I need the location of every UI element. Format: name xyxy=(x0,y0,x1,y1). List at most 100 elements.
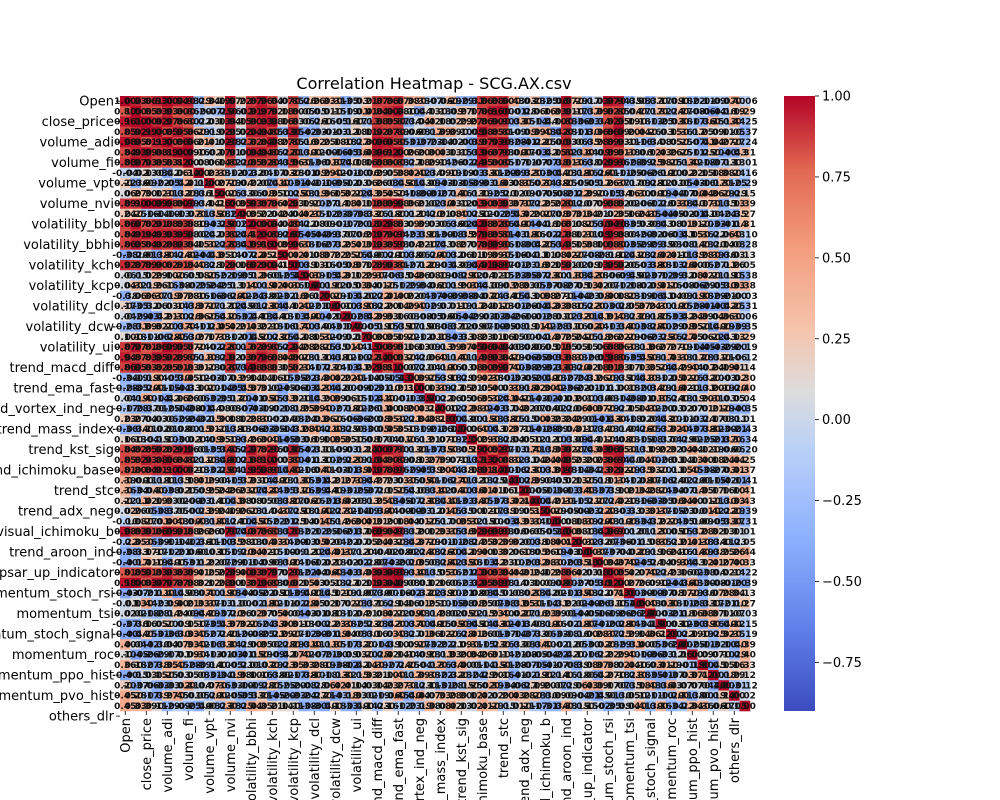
heatmap-cell xyxy=(624,106,635,117)
heatmap-cell xyxy=(592,106,604,117)
heatmap-cell xyxy=(477,116,488,128)
heatmap-cell xyxy=(592,126,604,138)
heatmap-cell xyxy=(130,116,142,128)
cell-annotation: -0.16 xyxy=(732,169,758,179)
heatmap-cell xyxy=(235,106,247,117)
heatmap-cell xyxy=(372,116,383,128)
heatmap-cell xyxy=(498,106,509,117)
heatmap-cell xyxy=(382,106,394,117)
heatmap-cell xyxy=(456,126,467,138)
heatmap-cell xyxy=(393,96,404,107)
heatmap-cell xyxy=(645,126,656,138)
heatmap-cell xyxy=(487,116,499,128)
heatmap-cell xyxy=(340,116,352,128)
heatmap-cell xyxy=(739,116,751,128)
heatmap-cell xyxy=(225,106,236,117)
heatmap-cell xyxy=(655,116,667,128)
heatmap-cell xyxy=(708,126,719,138)
heatmap-cell xyxy=(319,96,331,107)
heatmap-cell xyxy=(151,106,163,117)
heatmap-cell xyxy=(403,106,415,117)
heatmap-cell xyxy=(340,126,352,138)
heatmap-cell xyxy=(508,106,520,117)
cell-annotation: -0.28 xyxy=(732,241,758,251)
heatmap-cell xyxy=(246,126,257,138)
heatmap-cell xyxy=(666,126,677,138)
heatmap-cell xyxy=(582,126,593,138)
heatmap-cell xyxy=(498,96,509,107)
heatmap-cell xyxy=(466,106,478,117)
heatmap-cell xyxy=(256,116,268,128)
heatmap-cell xyxy=(550,96,562,107)
heatmap-cell xyxy=(582,106,593,117)
heatmap-cell xyxy=(277,116,289,128)
heatmap-cell xyxy=(739,106,751,117)
heatmap-cell xyxy=(267,126,278,138)
heatmap-cell xyxy=(351,106,362,117)
cell-annotation: 0.29 xyxy=(734,107,756,117)
heatmap-cell xyxy=(382,116,394,128)
heatmap-cell xyxy=(529,96,541,107)
heatmap-cell xyxy=(561,126,572,138)
heatmap-cell xyxy=(130,96,142,107)
heatmap-cell xyxy=(519,116,530,128)
heatmap-cell xyxy=(613,116,625,128)
heatmap-cell xyxy=(624,116,635,128)
heatmap-cell xyxy=(687,126,698,138)
heatmap-cell xyxy=(676,116,688,128)
heatmap-cell xyxy=(445,116,457,128)
heatmap-cell xyxy=(540,116,551,128)
heatmap-cell xyxy=(550,106,562,117)
heatmap-cell xyxy=(330,106,341,117)
heatmap-cell xyxy=(246,116,257,128)
heatmap-cell xyxy=(298,96,310,107)
heatmap-cell xyxy=(414,96,425,107)
heatmap-cell xyxy=(151,116,163,128)
heatmap-cell xyxy=(120,126,131,138)
heatmap-cells xyxy=(120,96,751,712)
heatmap-cell xyxy=(445,106,457,117)
heatmap-cell xyxy=(592,96,604,107)
heatmap-cell xyxy=(162,106,173,117)
heatmap-cell xyxy=(130,126,142,138)
heatmap-cell xyxy=(687,106,698,117)
heatmap-cell xyxy=(141,96,152,107)
heatmap-cell xyxy=(540,106,551,117)
heatmap-cell xyxy=(235,96,247,107)
heatmap-cell xyxy=(361,106,373,117)
heatmap-cell xyxy=(508,126,520,138)
heatmap-cell xyxy=(214,106,226,117)
heatmap-cell xyxy=(708,116,719,128)
heatmap-cell xyxy=(151,126,163,138)
heatmap-cell xyxy=(550,126,562,138)
cell-annotation: 0.31 xyxy=(734,220,756,230)
heatmap-cell xyxy=(130,137,142,148)
heatmap-cell xyxy=(697,106,709,117)
heatmap-cell xyxy=(214,126,226,138)
cell-annotation: -0.29 xyxy=(732,179,758,189)
cell-annotation: 0.27 xyxy=(734,210,756,220)
cell-annotation: -0.31 xyxy=(732,302,758,312)
heatmap-cell xyxy=(288,126,299,138)
heatmap-cell xyxy=(225,126,236,138)
heatmap-cell xyxy=(267,96,278,107)
heatmap-cell xyxy=(361,126,373,138)
heatmap-cell xyxy=(256,96,268,107)
heatmap-cell xyxy=(309,116,320,128)
heatmap-cell xyxy=(466,126,478,138)
heatmap-cell xyxy=(582,116,593,128)
heatmap-cell xyxy=(193,106,205,117)
cell-annotation: 0.15 xyxy=(734,189,756,199)
heatmap-cell xyxy=(330,96,341,107)
heatmap-cell xyxy=(372,126,383,138)
heatmap-cell xyxy=(309,126,320,138)
heatmap-cell xyxy=(697,126,709,138)
heatmap-cell xyxy=(288,116,299,128)
heatmap-cell xyxy=(151,96,163,107)
heatmap-cell xyxy=(372,96,383,107)
heatmap-cell xyxy=(298,116,310,128)
cell-annotation: -0.25 xyxy=(732,118,758,128)
heatmap-cell xyxy=(319,106,331,117)
heatmap-cell xyxy=(246,106,257,117)
heatmap-cell xyxy=(172,96,184,107)
